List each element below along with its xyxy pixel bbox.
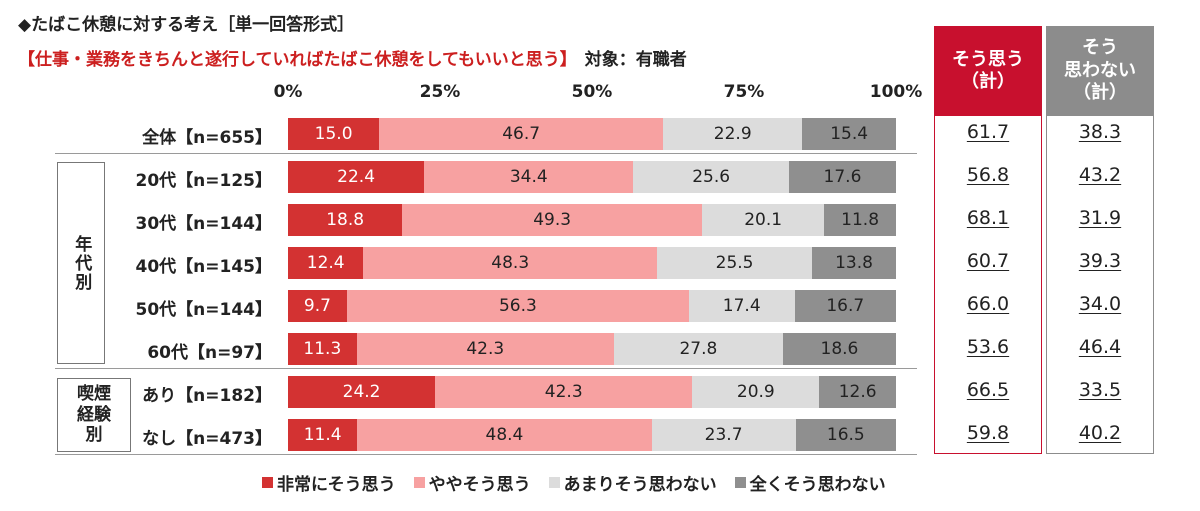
agree-total-value: 60.7 — [966, 250, 1010, 272]
agree-total-value: 59.8 — [966, 422, 1010, 444]
category-label: なし【n=473】 — [142, 429, 272, 449]
x-tick-label: 75% — [723, 82, 765, 102]
x-tick-label: 25% — [419, 82, 461, 102]
bar-segment: 34.4 — [424, 161, 634, 193]
bar-segment: 12.4 — [288, 247, 364, 279]
stacked-bar: 11.4 48.4 23.7 16.5 — [288, 419, 896, 451]
bar-segment: 12.6 — [819, 376, 896, 408]
chart-title: ◆たばこ休憩に対する考え［単一回答形式］ — [18, 15, 355, 35]
agree-total-value: 66.5 — [966, 379, 1010, 401]
agree-total-header: そう思う （計） — [934, 26, 1042, 116]
category-label: 20代【n=125】 — [135, 171, 273, 191]
bar-segment: 9.7 — [288, 290, 347, 322]
x-tick-label: 50% — [571, 82, 613, 102]
disagree-total-value: 46.4 — [1078, 336, 1122, 358]
category-label: 30代【n=144】 — [135, 214, 273, 234]
bar-segment: 11.4 — [288, 419, 358, 451]
bar-segment: 16.7 — [794, 290, 896, 322]
legend-item: あまりそう思わない — [548, 470, 717, 495]
agree-total-value: 56.8 — [966, 164, 1010, 186]
disagree-total-value: 40.2 — [1078, 422, 1122, 444]
legend-swatch — [734, 477, 746, 488]
legend-swatch — [413, 477, 425, 488]
target-text: 対象：有職者 — [584, 50, 687, 70]
category-label: 40代【n=145】 — [135, 257, 273, 277]
bar-segment: 42.3 — [435, 376, 693, 408]
bar-segment: 23.7 — [651, 419, 796, 451]
group-label-age: 年代別 — [57, 162, 105, 364]
legend-swatch — [548, 477, 560, 488]
bar-segment: 48.3 — [363, 247, 658, 279]
stacked-bar: 11.3 42.3 27.8 18.6 — [288, 333, 896, 365]
stacked-bar: 9.7 56.3 17.4 16.7 — [288, 290, 896, 322]
bar-segment: 25.5 — [657, 247, 813, 279]
legend-item: 非常にそう思う — [262, 470, 396, 495]
legend-label: あまりそう思わない — [563, 475, 717, 495]
chart-subtitle: 【仕事・業務をきちんと遂行していればたばこ休憩をしてもいいと思う】 対象：有職者 — [18, 45, 687, 70]
bar-segment: 17.4 — [688, 290, 795, 322]
disagree-total-column — [1046, 116, 1154, 454]
bar-segment: 22.9 — [663, 118, 803, 150]
stacked-bar: 22.4 34.4 25.6 17.6 — [288, 161, 896, 193]
agree-total-value: 66.0 — [966, 293, 1010, 315]
bar-segment: 24.2 — [288, 376, 436, 408]
bar-segment: 42.3 — [356, 333, 614, 365]
legend-swatch — [262, 477, 273, 488]
bar-segment: 25.6 — [633, 161, 789, 193]
category-label: 全体【n=655】 — [142, 128, 272, 148]
disagree-total-value: 33.5 — [1078, 379, 1122, 401]
bar-segment: 27.8 — [613, 333, 783, 365]
bar-segment: 15.0 — [288, 118, 380, 150]
group-separator — [55, 454, 917, 455]
legend-item: 全くそう思わない — [734, 470, 886, 495]
bar-segment: 56.3 — [346, 290, 689, 322]
bar-segment: 20.9 — [692, 376, 820, 408]
bar-segment: 11.8 — [824, 204, 896, 236]
bar-segment: 16.5 — [795, 419, 896, 451]
legend-item: ややそう思う — [413, 470, 531, 495]
bar-segment: 18.6 — [782, 333, 896, 365]
category-label: 50代【n=144】 — [135, 300, 273, 320]
stacked-bar: 24.2 42.3 20.9 12.6 — [288, 376, 896, 408]
legend-label: 全くそう思わない — [749, 475, 886, 495]
disagree-total-value: 31.9 — [1078, 207, 1122, 229]
bar-segment: 48.4 — [357, 419, 652, 451]
x-tick-label: 0% — [273, 82, 303, 102]
bar-segment: 22.4 — [288, 161, 425, 193]
bar-segment: 11.3 — [288, 333, 357, 365]
disagree-total-value: 39.3 — [1078, 250, 1122, 272]
bar-segment: 49.3 — [402, 204, 703, 236]
x-tick-label: 100% — [869, 82, 923, 102]
category-label: あり【n=182】 — [142, 386, 272, 406]
agree-total-column — [934, 116, 1042, 454]
agree-total-value: 53.6 — [966, 336, 1010, 358]
disagree-total-header: そう 思わない （計） — [1046, 26, 1154, 116]
bar-segment: 46.7 — [379, 118, 664, 150]
legend-label: ややそう思う — [428, 475, 531, 495]
disagree-total-value: 43.2 — [1078, 164, 1122, 186]
disagree-total-value: 38.3 — [1078, 121, 1122, 143]
agree-total-value: 68.1 — [966, 207, 1010, 229]
stacked-bar: 18.8 49.3 20.1 11.8 — [288, 204, 896, 236]
disagree-total-value: 34.0 — [1078, 293, 1122, 315]
stacked-bar: 15.0 46.7 22.9 15.4 — [288, 118, 896, 150]
bar-segment: 20.1 — [702, 204, 825, 236]
bar-segment: 18.8 — [288, 204, 403, 236]
group-separator — [55, 368, 917, 369]
question-text: 【仕事・業務をきちんと遂行していればたばこ休憩をしてもいいと思う】 — [18, 50, 577, 70]
group-label-smoking: 喫煙経験別 — [57, 378, 131, 452]
bar-segment: 15.4 — [802, 118, 896, 150]
agree-total-value: 61.7 — [966, 121, 1010, 143]
legend: 非常にそう思う ややそう思う あまりそう思わない 全くそう思わない — [262, 470, 886, 495]
bar-segment: 13.8 — [812, 247, 896, 279]
category-label: 60代【n=97】 — [147, 343, 272, 363]
legend-label: 非常にそう思う — [277, 475, 396, 495]
group-separator — [55, 153, 917, 154]
stacked-bar: 12.4 48.3 25.5 13.8 — [288, 247, 896, 279]
bar-segment: 17.6 — [788, 161, 896, 193]
